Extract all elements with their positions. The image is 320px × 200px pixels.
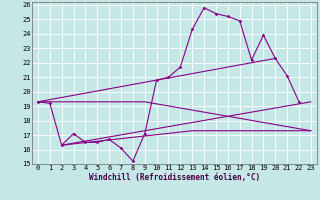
X-axis label: Windchill (Refroidissement éolien,°C): Windchill (Refroidissement éolien,°C) (89, 173, 260, 182)
